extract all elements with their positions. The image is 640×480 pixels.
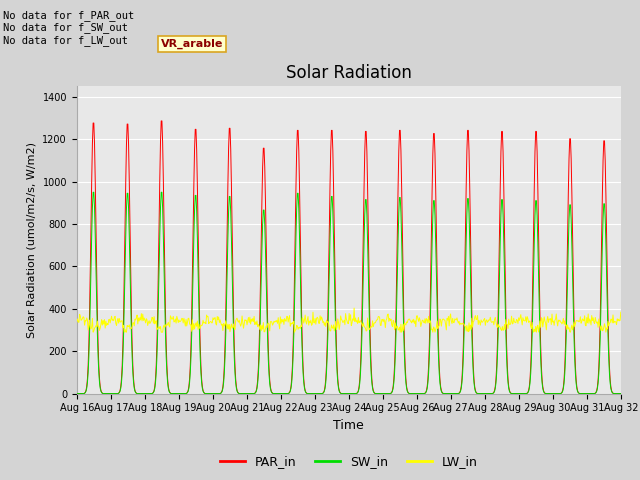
Text: VR_arable: VR_arable <box>161 38 223 49</box>
Text: No data for f_PAR_out
No data for f_SW_out
No data for f_LW_out: No data for f_PAR_out No data for f_SW_o… <box>3 10 134 46</box>
X-axis label: Time: Time <box>333 419 364 432</box>
Legend: PAR_in, SW_in, LW_in: PAR_in, SW_in, LW_in <box>215 450 483 473</box>
Y-axis label: Solar Radiation (umol/m2/s, W/m2): Solar Radiation (umol/m2/s, W/m2) <box>27 142 37 338</box>
Title: Solar Radiation: Solar Radiation <box>286 64 412 82</box>
